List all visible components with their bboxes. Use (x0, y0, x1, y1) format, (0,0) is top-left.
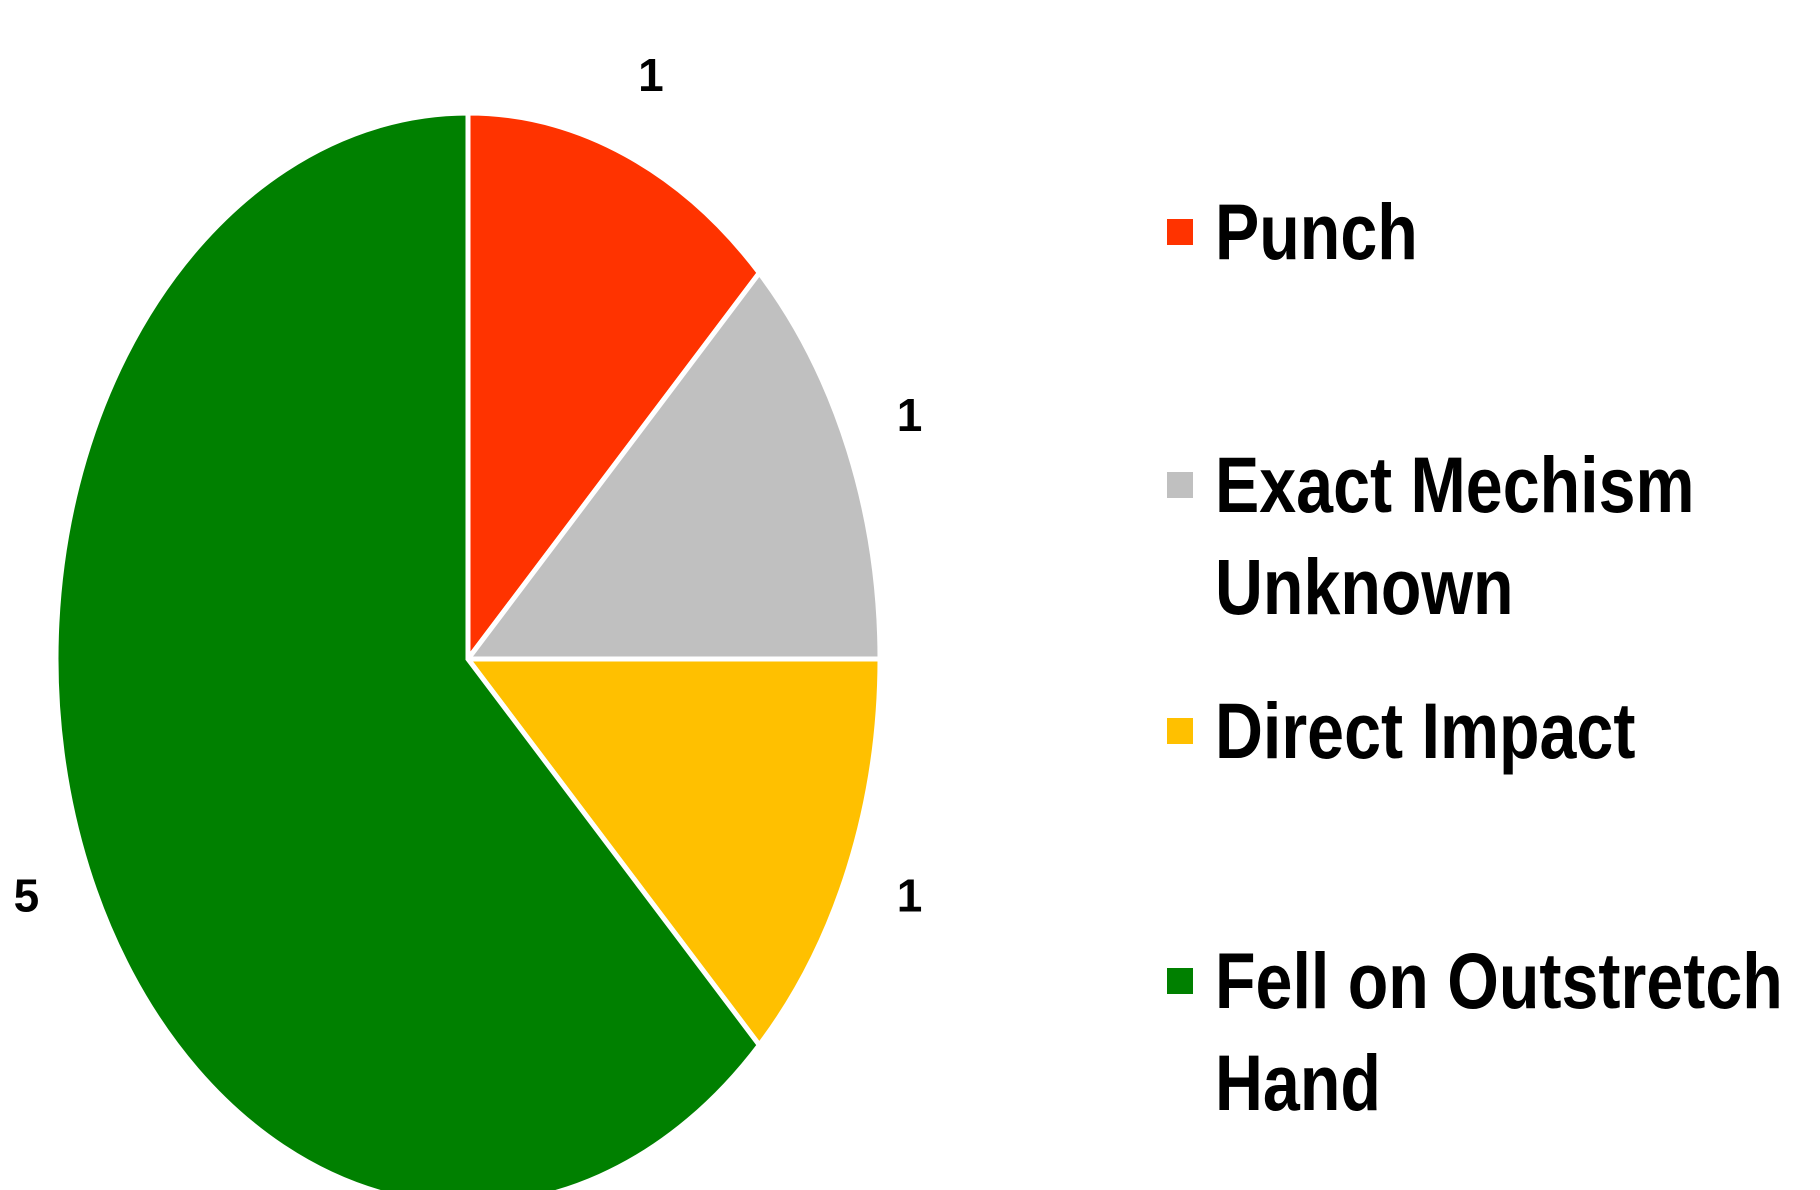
pie-slice (465, 110, 763, 667)
legend-swatch (1167, 968, 1193, 994)
legend-label: Punch (1215, 187, 1418, 276)
pie-slice (462, 268, 883, 662)
legend-item: Exact Mechism Unknown (1167, 434, 1820, 638)
legend-swatch (1167, 472, 1193, 498)
legend-swatch (1167, 219, 1193, 245)
pie-slice (53, 110, 763, 1190)
legend-label: Exact Mechism Unknown (1215, 440, 1695, 631)
data-label: 1 (897, 869, 923, 921)
data-label: 1 (638, 49, 664, 101)
legend-item: Fell on Outstretch Hand (1167, 930, 1820, 1134)
data-label: 1 (897, 389, 923, 441)
legend-item: Punch (1167, 181, 1820, 283)
legend-item: Direct Impact (1167, 680, 1820, 782)
pie-slice (462, 656, 883, 1050)
legend-label: Fell on Outstretch Hand (1215, 936, 1783, 1127)
data-label: 5 (14, 869, 40, 921)
legend-swatch (1167, 718, 1193, 744)
legend-label: Direct Impact (1215, 686, 1636, 775)
